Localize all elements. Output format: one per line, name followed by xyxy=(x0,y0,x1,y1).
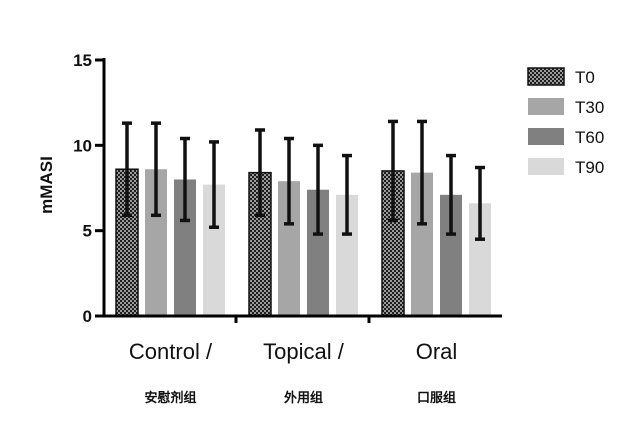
bar-t30-0 xyxy=(145,169,167,316)
bar-t90-1 xyxy=(336,194,358,316)
legend-swatch xyxy=(528,158,564,175)
bar-t60-0 xyxy=(174,179,196,316)
error-bar-t30-0 xyxy=(151,121,161,218)
error-bar-t0-1 xyxy=(255,128,265,218)
error-bar-t30-2 xyxy=(417,119,427,226)
bar-t60-1 xyxy=(307,189,329,316)
x-category-label: Topical / xyxy=(263,339,345,364)
legend-swatch xyxy=(527,67,565,86)
y-tick-label-10: 10 xyxy=(73,136,92,155)
x-category-sublabel: 口服组 xyxy=(417,390,456,406)
legend-item-t60: T60 xyxy=(528,128,604,147)
error-bar-t0-0 xyxy=(122,121,132,218)
legend-item-t0: T0 xyxy=(527,67,595,87)
y-tick-label-5: 5 xyxy=(83,222,92,241)
error-bar-t90-2 xyxy=(475,165,485,241)
error-bar-t90-0 xyxy=(209,140,219,230)
legend-label: T60 xyxy=(575,128,604,147)
legend-label: T90 xyxy=(575,158,604,177)
legend-label: T30 xyxy=(575,98,604,117)
x-category-sublabel: 安慰剂组 xyxy=(144,390,196,406)
bar-t30-1 xyxy=(278,181,300,316)
legend-item-t90: T90 xyxy=(528,158,604,177)
error-bar-t30-1 xyxy=(284,136,294,226)
error-bar-t0-2 xyxy=(388,119,398,223)
legend-item-t30: T30 xyxy=(528,98,604,117)
legend: T0 T30 T60 T90 xyxy=(527,67,604,177)
error-bar-t90-1 xyxy=(342,153,352,236)
bar-t90-0 xyxy=(203,184,225,316)
x-category-label: Control / xyxy=(129,339,213,364)
bar-t60-2 xyxy=(440,194,462,316)
legend-swatch xyxy=(528,98,564,115)
bar-t90-2 xyxy=(469,203,491,316)
error-bar-t60-1 xyxy=(313,143,323,236)
x-category-label: Oral xyxy=(416,339,458,364)
x-category-sublabel: 外用组 xyxy=(283,390,323,406)
bar-t30-2 xyxy=(411,172,433,316)
y-tick-label-15: 15 xyxy=(73,51,92,70)
error-bar-t60-0 xyxy=(180,136,190,223)
legend-swatch xyxy=(528,128,564,145)
error-bar-t60-2 xyxy=(446,153,456,236)
legend-label: T0 xyxy=(575,68,595,87)
y-axis-label: mMASI xyxy=(37,156,56,214)
y-tick-label-0: 0 xyxy=(83,307,92,326)
